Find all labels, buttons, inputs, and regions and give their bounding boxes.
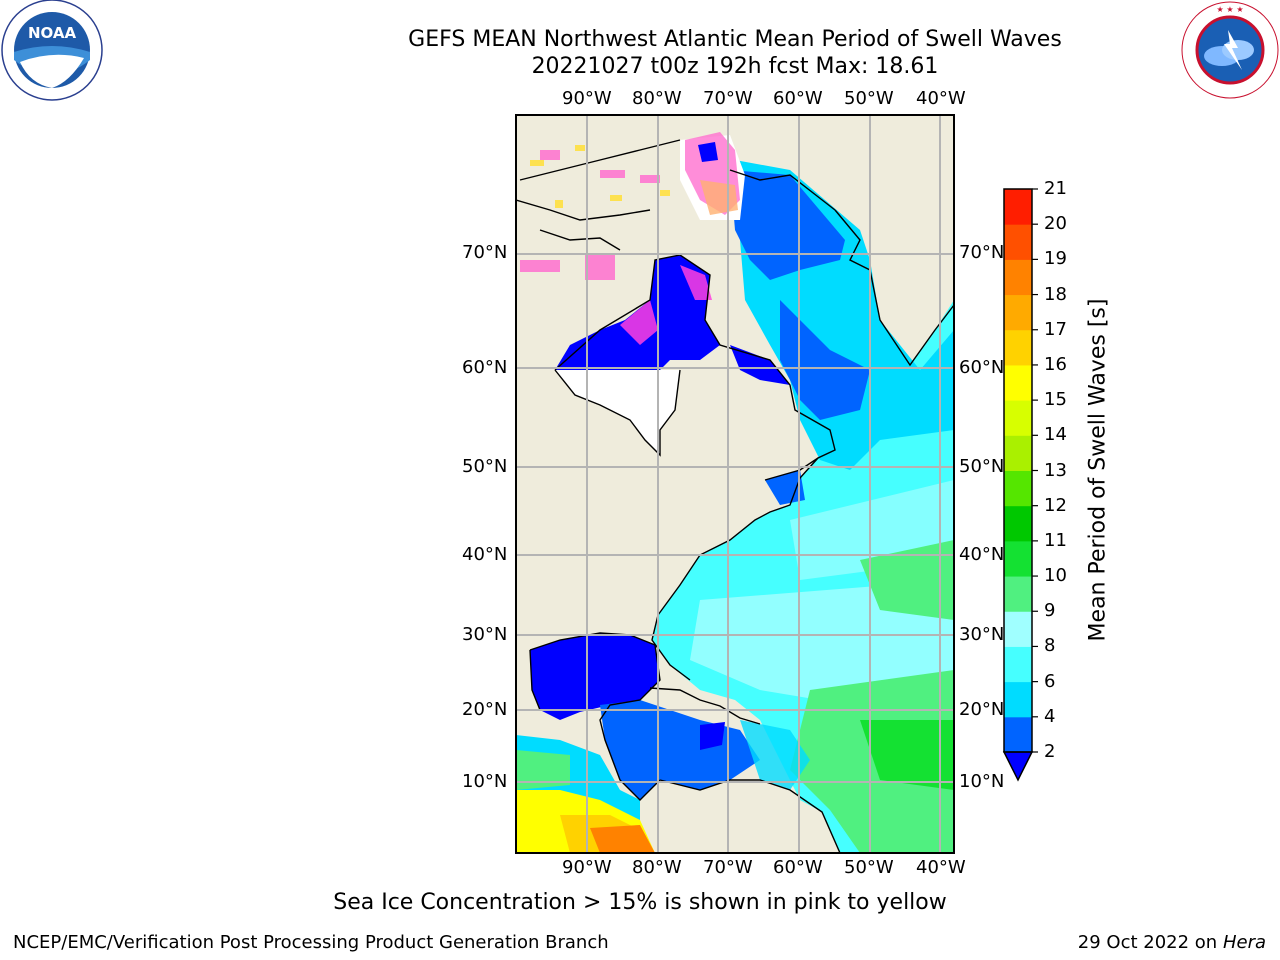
- colorbar-segment: [1004, 294, 1032, 331]
- colorbar-tick-label: 20: [1044, 213, 1067, 235]
- lat-label-right: 50°N: [959, 456, 1005, 477]
- colorbar-segment: [1004, 329, 1032, 366]
- colorbar-segment: [1004, 576, 1032, 612]
- colorbar-tick-label: 9: [1044, 600, 1056, 622]
- colorbar-tick-label: 17: [1044, 318, 1067, 340]
- footer-machine: Hera: [1222, 932, 1266, 953]
- lat-label-right: 40°N: [959, 544, 1005, 565]
- colorbar-frame: [1003, 188, 1033, 753]
- lat-label-right: 30°N: [959, 624, 1005, 645]
- colorbar: [1004, 188, 1038, 753]
- lon-label-top: 60°W: [773, 88, 823, 109]
- colorbar-segment: [1004, 400, 1032, 436]
- colorbar-tick-label: 11: [1044, 529, 1067, 551]
- chart-subtitle: 20221027 t00z 192h fcst Max: 18.61: [531, 54, 939, 79]
- lon-label-bottom: 60°W: [773, 857, 823, 878]
- lat-label-left: 50°N: [462, 456, 508, 477]
- map-area: [516, 115, 954, 853]
- lon-label-top: 70°W: [703, 88, 753, 109]
- chart-title: GEFS MEAN Northwest Atlantic Mean Period…: [408, 27, 1062, 52]
- colorbar-segment: [1004, 611, 1032, 647]
- colorbar-tick-label: 16: [1044, 353, 1067, 375]
- colorbar-tick-label: 15: [1044, 389, 1067, 411]
- colorbar-tick-label: 21: [1044, 178, 1067, 199]
- svg-text:★ ★ ★: ★ ★ ★: [1216, 5, 1243, 14]
- colorbar-under-arrow: [1002, 751, 1034, 782]
- graticule: [516, 115, 954, 853]
- lon-label-bottom: 40°W: [916, 857, 966, 878]
- nws-logo: ★ ★ ★: [1181, 1, 1279, 99]
- colorbar-segment: [1004, 364, 1032, 401]
- lat-label-right: 10°N: [959, 771, 1005, 792]
- lat-label-left: 60°N: [462, 357, 508, 378]
- lon-label-bottom: 90°W: [562, 857, 612, 878]
- colorbar-tick-label: 2: [1044, 741, 1056, 762]
- colorbar-segment: [1004, 435, 1032, 471]
- colorbar-tick-label: 18: [1044, 283, 1067, 305]
- lon-label-bottom: 80°W: [632, 857, 682, 878]
- colorbar-tick-label: 8: [1044, 635, 1056, 657]
- colorbar-segment: [1004, 540, 1032, 577]
- lat-label-left: 40°N: [462, 544, 508, 565]
- colorbar-label: Mean Period of Swell Waves [s]: [1085, 298, 1111, 642]
- lat-label-right: 60°N: [959, 357, 1005, 378]
- colorbar-tick-label: 13: [1044, 459, 1067, 481]
- footer-date: 29 Oct 2022 on Hera: [1078, 932, 1266, 953]
- colorbar-segment: [1004, 646, 1032, 683]
- colorbar-segment: [1004, 189, 1032, 225]
- footer-date-text: 29 Oct 2022 on: [1077, 932, 1218, 953]
- colorbar-segment: [1004, 259, 1032, 296]
- lon-label-top: 80°W: [632, 88, 682, 109]
- noaa-logo-text: NOAA: [28, 24, 77, 42]
- lat-label-left: 70°N: [462, 242, 508, 263]
- colorbar-tick-label: 14: [1044, 424, 1067, 446]
- map-frame: [515, 114, 955, 854]
- colorbar-segment: [1004, 681, 1032, 718]
- lat-label-right: 70°N: [959, 242, 1005, 263]
- lat-label-right: 20°N: [959, 699, 1005, 720]
- colorbar-segment: [1004, 716, 1032, 753]
- lat-label-left: 20°N: [462, 699, 508, 720]
- colorbar-segment: [1004, 505, 1032, 542]
- lon-label-bottom: 50°W: [844, 857, 894, 878]
- noaa-logo: NOAA: [1, 0, 103, 101]
- footer-organization: NCEP/EMC/Verification Post Processing Pr…: [13, 932, 609, 953]
- lon-label-bottom: 70°W: [703, 857, 753, 878]
- colorbar-segment: [1004, 224, 1032, 260]
- lon-label-top: 90°W: [562, 88, 612, 109]
- sea-ice-note: Sea Ice Concentration > 15% is shown in …: [333, 890, 947, 915]
- colorbar-tick-label: 10: [1044, 565, 1067, 587]
- lat-label-left: 30°N: [462, 624, 508, 645]
- colorbar-segment: [1004, 470, 1032, 507]
- lon-label-top: 40°W: [916, 88, 966, 109]
- colorbar-tick-label: 4: [1044, 705, 1056, 727]
- lon-label-top: 50°W: [844, 88, 894, 109]
- colorbar-tick-label: 6: [1044, 670, 1056, 692]
- lat-label-left: 10°N: [462, 771, 508, 792]
- colorbar-tick-label: 19: [1044, 248, 1067, 270]
- colorbar-tick-label: 12: [1044, 494, 1067, 516]
